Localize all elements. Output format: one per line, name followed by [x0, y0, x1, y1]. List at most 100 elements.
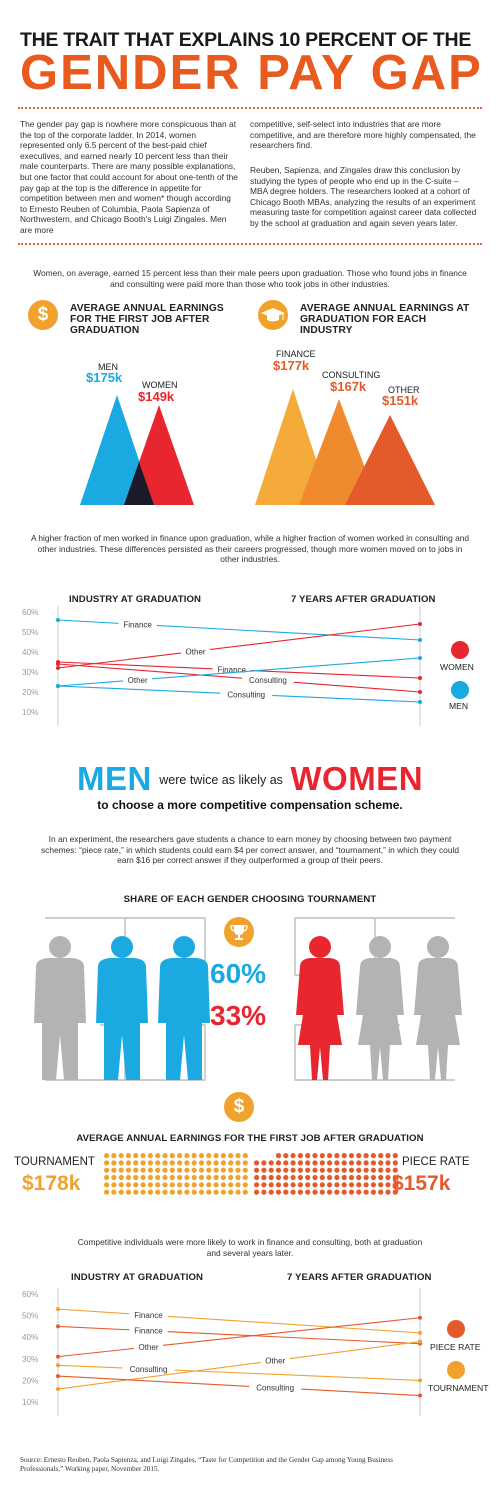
earnings-dot [147, 1153, 153, 1159]
earnings-dot [370, 1160, 376, 1166]
earnings-dot [111, 1167, 117, 1173]
man-figure-gray [34, 936, 86, 1080]
headline-sub: to choose a more competitive compensatio… [97, 798, 403, 812]
piece-rate-value: $157k [392, 1172, 451, 1195]
line-label-bg [129, 1325, 168, 1336]
data-point [56, 1387, 60, 1392]
earnings-dot [305, 1189, 311, 1195]
earnings-dot [327, 1182, 333, 1188]
line-label-bg [134, 1341, 163, 1352]
earnings-dot [206, 1160, 212, 1166]
y-tick-label: 30% [22, 668, 38, 677]
earnings-dot [327, 1174, 333, 1181]
earnings-dot [297, 1174, 303, 1181]
earnings-dot [275, 1160, 282, 1166]
men-tournament-pct: 60% [210, 958, 267, 989]
earnings-dot [228, 1153, 234, 1159]
earnings-dot [140, 1174, 146, 1181]
earnings-dot [297, 1189, 303, 1195]
earnings-dot [118, 1167, 124, 1173]
y-tick-label: 60% [22, 1290, 38, 1299]
earnings-dot [235, 1167, 241, 1173]
earnings-dot [169, 1174, 175, 1181]
earnings-dot [297, 1167, 303, 1173]
earnings-dot [348, 1153, 355, 1159]
earnings-dot [242, 1167, 248, 1173]
earnings-dot [235, 1182, 241, 1188]
earnings-dot [348, 1189, 355, 1195]
earnings-dot [348, 1160, 355, 1166]
divider [18, 243, 482, 245]
earnings-dot [327, 1167, 333, 1173]
earnings-dot [206, 1189, 212, 1195]
earnings-dot [348, 1167, 355, 1173]
woman-figure-red [296, 936, 344, 1080]
earnings-dot [213, 1167, 219, 1173]
series-line [57, 1340, 421, 1390]
source-note: Source: Ernesto Reuben, Paola Sapienza, … [20, 1456, 393, 1473]
earnings-dot [177, 1182, 183, 1188]
chart1: 60%50%40%30%20%10%FinanceOtherFinanceCon… [22, 606, 422, 726]
earnings-dot [169, 1167, 175, 1173]
earnings-dot [385, 1182, 391, 1188]
earnings-dot [378, 1174, 384, 1181]
earnings-dot [341, 1153, 347, 1159]
earnings-dot [356, 1153, 362, 1159]
earnings-dot [155, 1167, 161, 1173]
earnings-dot [385, 1189, 391, 1195]
earnings-dot [363, 1160, 369, 1166]
earnings-dot [125, 1153, 132, 1159]
earnings-dot [319, 1153, 325, 1159]
earnings-dot [162, 1160, 168, 1166]
earnings-dot [177, 1160, 183, 1166]
earnings-dot [305, 1167, 311, 1173]
section1-text: Women, on average, earned 15 percent les… [33, 268, 467, 289]
data-point [418, 622, 422, 626]
earnings-dot [242, 1189, 248, 1195]
title-line1: THE TRAIT THAT EXPLAINS 10 PERCENT OF TH… [20, 29, 472, 51]
earnings-dot [305, 1160, 311, 1166]
earnings-dot [392, 1167, 398, 1173]
consulting-value: $167k [330, 379, 367, 394]
earnings-dot [177, 1153, 183, 1159]
data-point [56, 618, 60, 622]
earnings-dot [370, 1167, 376, 1173]
y-tick-label: 10% [22, 1398, 38, 1407]
woman-figure-gray [356, 936, 404, 1080]
earnings-dot [235, 1160, 241, 1166]
earnings-dot [162, 1182, 168, 1188]
earnings-dot [378, 1167, 384, 1173]
earnings-dot [111, 1174, 117, 1181]
earnings-dot [133, 1174, 139, 1181]
earnings-dot [275, 1189, 282, 1195]
intro-col1: The gender pay gap is nowhere more consp… [20, 119, 238, 235]
earnings-dots [104, 1153, 398, 1195]
headline-mid: were twice as likely as [159, 773, 283, 787]
tournament-share-heading: SHARE OF EACH GENDER CHOOSING TOURNAMENT [123, 894, 377, 905]
earnings-dot [268, 1167, 274, 1173]
tournament-value: $178k [22, 1172, 81, 1195]
earnings-dot [363, 1189, 369, 1195]
gender-triangles [80, 395, 194, 505]
line-label-bg [220, 689, 273, 700]
earnings-dot [118, 1153, 124, 1159]
earnings-dot [356, 1182, 362, 1188]
tournament-earnings-heading: AVERAGE ANNUAL EARNINGS FOR THE FIRST JO… [76, 1133, 424, 1144]
earnings-dot [261, 1167, 267, 1173]
line-label-bg [123, 674, 153, 685]
earnings-dot [155, 1182, 161, 1188]
y-tick-label: 30% [22, 1355, 38, 1364]
earnings-dot [334, 1153, 340, 1159]
line-label: Consulting [256, 1384, 294, 1393]
earnings-dot [213, 1182, 219, 1188]
earnings-dot [220, 1153, 226, 1159]
data-point [418, 700, 422, 704]
earnings-dot [162, 1167, 168, 1173]
earnings-dot [305, 1182, 311, 1188]
earnings-dot [261, 1182, 267, 1188]
data-point [56, 1374, 60, 1379]
y-tick-label: 20% [22, 1376, 38, 1385]
line-label: Consulting [249, 676, 287, 685]
data-point [56, 684, 60, 688]
women-tournament-pct: 33% [210, 1000, 267, 1031]
